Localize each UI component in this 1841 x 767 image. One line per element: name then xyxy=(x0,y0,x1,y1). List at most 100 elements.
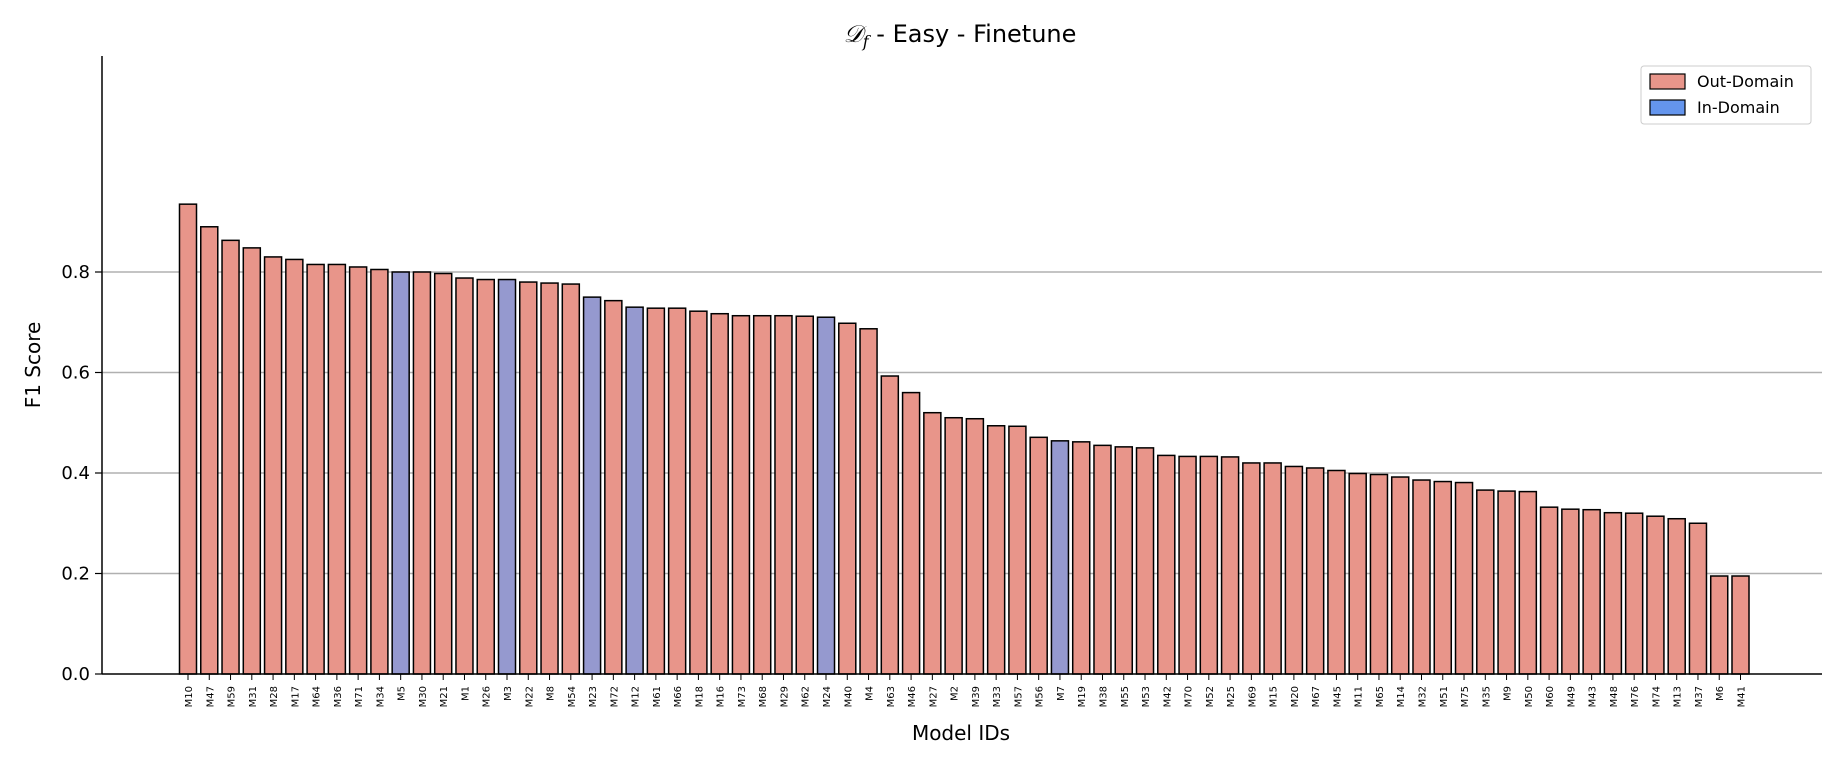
x-tick-label: M22 xyxy=(524,686,535,707)
bar-m74 xyxy=(1646,515,1665,675)
x-tick-label: M11 xyxy=(1354,686,1365,707)
x-tick-label: M59 xyxy=(227,686,238,707)
title-subscript: f xyxy=(862,32,872,51)
legend-swatch-out-domain xyxy=(1649,73,1686,90)
y-tick-label: 0.6 xyxy=(61,363,90,384)
x-tick-label: M13 xyxy=(1673,686,1684,707)
legend-label-out-domain: Out-Domain xyxy=(1697,72,1794,91)
x-tick-label: M35 xyxy=(1481,686,1492,707)
bar-m2 xyxy=(944,416,963,675)
x-tick-label: M65 xyxy=(1375,686,1386,707)
x-tick-label: M16 xyxy=(716,686,727,707)
x-tick-label: M21 xyxy=(439,686,450,707)
x-tick-label: M37 xyxy=(1694,686,1705,707)
x-tick-label: M8 xyxy=(546,686,557,701)
x-tick-label: M70 xyxy=(1184,686,1195,707)
x-tick-label: M26 xyxy=(482,686,493,707)
bar-m60 xyxy=(1539,506,1559,675)
x-tick-label: M34 xyxy=(375,686,386,707)
x-tick-label: M46 xyxy=(907,686,918,707)
x-tick-label: M73 xyxy=(737,686,748,707)
bar-m65 xyxy=(1369,473,1389,675)
bar-m62 xyxy=(795,315,815,675)
bar-m16 xyxy=(710,312,729,675)
x-tick-label: M6 xyxy=(1715,686,1726,701)
x-tick-label: M14 xyxy=(1396,686,1407,707)
bar-m51 xyxy=(1433,480,1453,675)
bar-m43 xyxy=(1582,508,1601,675)
bar-m64 xyxy=(306,263,325,675)
x-tick-label: M17 xyxy=(290,686,301,707)
bar-m72 xyxy=(604,299,623,675)
x-tick-label: M25 xyxy=(1226,686,1237,707)
x-tick-label: M49 xyxy=(1566,686,1577,707)
x-tick-label: M3 xyxy=(503,686,514,701)
bar-m57 xyxy=(1008,425,1027,675)
y-tick-label: 0.2 xyxy=(61,564,90,585)
bar-m8 xyxy=(540,282,559,675)
bar-m18 xyxy=(689,310,708,675)
bar-m39 xyxy=(965,417,985,675)
bar-m12 xyxy=(625,306,644,675)
bar-m73 xyxy=(731,314,751,675)
x-tick-label: M31 xyxy=(248,686,259,707)
x-tick-label: M24 xyxy=(822,686,833,707)
x-tick-label: M33 xyxy=(992,686,1003,707)
x-tick-label: M56 xyxy=(1035,686,1046,707)
bar-m24 xyxy=(816,316,836,675)
bar-m31 xyxy=(242,247,262,675)
bar-m35 xyxy=(1476,489,1495,675)
bar-m28 xyxy=(263,256,283,675)
bar-m69 xyxy=(1242,462,1261,675)
bar-m53 xyxy=(1135,447,1155,675)
bar-m14 xyxy=(1390,476,1410,675)
bar-m46 xyxy=(901,391,921,675)
x-tick-label: M4 xyxy=(865,686,876,701)
x-tick-label: M47 xyxy=(205,686,216,707)
bar-m75 xyxy=(1454,481,1474,675)
x-tick-label: M67 xyxy=(1311,686,1322,707)
x-tick-label: M50 xyxy=(1524,686,1535,707)
x-tick-label: M74 xyxy=(1651,686,1662,707)
bar-m70 xyxy=(1178,455,1197,675)
legend: Out-Domain In-Domain xyxy=(1640,65,1812,125)
x-tick-label: M45 xyxy=(1332,686,1343,707)
bar-m48 xyxy=(1603,511,1623,675)
bar-m17 xyxy=(285,258,304,675)
bar-m32 xyxy=(1412,479,1431,675)
x-ticks: M10 M47 M59 M31 M28 M17 M64 M36 M71 M34 M5 M30 M21 M1… xyxy=(184,674,1748,707)
x-tick-label: M36 xyxy=(333,686,344,707)
x-tick-label: M2 xyxy=(950,686,961,701)
bar-m68 xyxy=(752,314,772,675)
x-tick-label: M55 xyxy=(1120,686,1131,707)
x-axis-label: Model IDs xyxy=(912,721,1010,745)
x-tick-label: M71 xyxy=(354,686,365,707)
x-tick-label: M15 xyxy=(1269,686,1280,707)
bar-m1 xyxy=(455,277,474,675)
bar-m6 xyxy=(1709,575,1729,675)
x-tick-label: M20 xyxy=(1290,686,1301,707)
y-tick-label: 0.4 xyxy=(61,463,90,484)
x-tick-label: M52 xyxy=(1205,686,1216,707)
x-tick-label: M7 xyxy=(1056,686,1067,701)
x-tick-label: M28 xyxy=(269,686,280,707)
bar-m61 xyxy=(646,307,666,675)
bar-m38 xyxy=(1093,444,1112,675)
x-tick-label: M63 xyxy=(886,686,897,707)
x-tick-label: M12 xyxy=(631,686,642,707)
bar-m30 xyxy=(412,271,432,675)
bar-m22 xyxy=(519,281,538,675)
bar-m71 xyxy=(348,266,368,675)
y-ticks: 0.0 0.2 0.4 0.6 0.8 xyxy=(61,262,102,685)
bar-m34 xyxy=(370,268,389,675)
bar-m23 xyxy=(582,296,602,675)
x-tick-label: M69 xyxy=(1247,686,1258,707)
x-tick-label: M43 xyxy=(1588,686,1599,707)
bar-m50 xyxy=(1518,490,1538,675)
bar-m37 xyxy=(1688,522,1708,675)
bar-m49 xyxy=(1561,508,1580,675)
bar-m76 xyxy=(1624,512,1644,675)
title-rest: - Easy - Finetune xyxy=(869,20,1077,48)
x-tick-label: M38 xyxy=(1098,686,1109,707)
